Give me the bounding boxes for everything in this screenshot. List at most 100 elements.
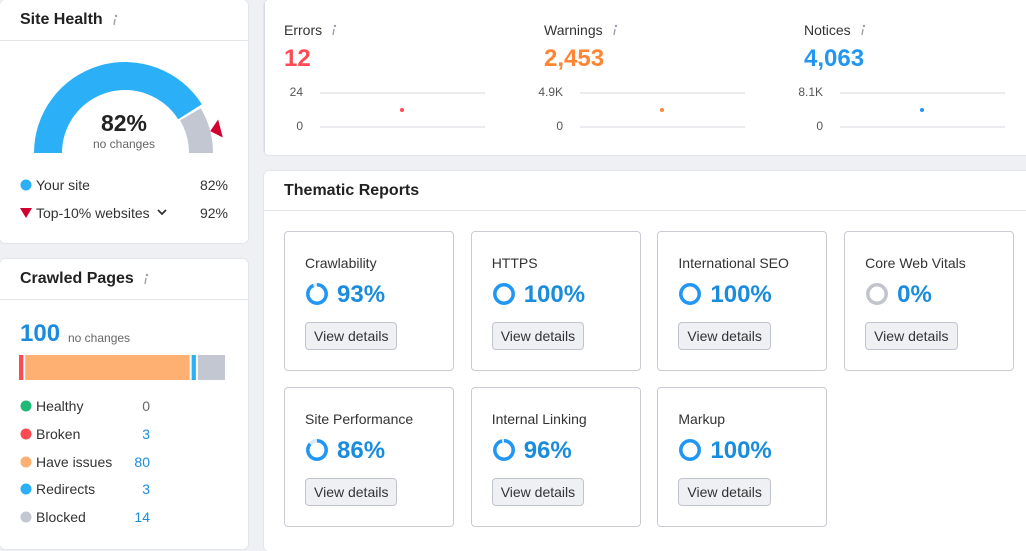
icon-stem bbox=[332, 28, 335, 36]
view-details-button[interactable]: View details bbox=[865, 322, 958, 350]
row-label: Redirects bbox=[36, 481, 96, 498]
legend-value: 92% bbox=[199, 205, 228, 221]
legend-text: Top-10% websites bbox=[36, 205, 150, 221]
y-tick-label: 8.1K bbox=[798, 85, 823, 99]
row-value: 0 bbox=[142, 398, 150, 414]
ring-track bbox=[866, 283, 889, 305]
view-details-button[interactable]: View details bbox=[678, 322, 771, 350]
bar-segment bbox=[197, 355, 225, 380]
pages-bar bbox=[19, 355, 225, 380]
mini-chart: 0 4.9K bbox=[538, 85, 745, 133]
progress-ring bbox=[492, 439, 515, 461]
report-value: 100% bbox=[710, 281, 772, 308]
row-dot bbox=[20, 428, 32, 440]
row-value[interactable]: 3 bbox=[142, 425, 150, 442]
gauge bbox=[34, 61, 223, 154]
title: Site Health bbox=[20, 11, 103, 28]
report-value: 96% bbox=[523, 437, 572, 464]
report-card: Markup 100% View details bbox=[657, 387, 828, 527]
report-name: HTTPS bbox=[491, 255, 538, 271]
separator bbox=[264, 0, 265, 114]
separator bbox=[264, 114, 265, 155]
site-health-card: Site Health 82% no changes Your site 82% Top… bbox=[0, 0, 248, 243]
view-details-button[interactable]: View details bbox=[305, 322, 398, 350]
issues-card: Errors 12 0 24 Warnings 2,453 0 4.9K Notices 4,06… bbox=[264, 0, 1026, 155]
progress-ring bbox=[866, 283, 889, 305]
label-text: Warnings bbox=[544, 22, 603, 38]
row-label: Blocked bbox=[36, 509, 86, 526]
report-card: Internal Linking 96% View details bbox=[470, 387, 641, 527]
score-change: no changes bbox=[92, 137, 156, 151]
row-dot bbox=[20, 483, 32, 495]
title: Crawled Pages bbox=[20, 270, 134, 287]
report-card: Core Web Vitals 0% View details bbox=[844, 231, 1015, 371]
report-name: International SEO bbox=[678, 255, 789, 271]
legend-label[interactable]: Top-10% websites bbox=[36, 205, 167, 221]
row-value[interactable]: 80 bbox=[134, 453, 150, 470]
view-details-button[interactable]: View details bbox=[678, 478, 771, 506]
progress-ring bbox=[306, 283, 328, 305]
legend-text: Your site bbox=[36, 177, 90, 193]
report-name: Markup bbox=[678, 411, 726, 427]
value-dot bbox=[400, 108, 404, 112]
icon-dot bbox=[333, 24, 337, 28]
legend-icon bbox=[20, 179, 32, 191]
report-name: Crawlability bbox=[305, 255, 377, 271]
row-label: Broken bbox=[36, 425, 81, 442]
report-card: Crawlability 93% View details bbox=[284, 231, 454, 371]
view-details-button[interactable]: View details bbox=[305, 478, 398, 506]
mini-chart: 0 8.1K bbox=[798, 85, 1005, 133]
y-tick-label: 0 bbox=[816, 119, 823, 133]
issue-value: 12 bbox=[284, 45, 311, 72]
info-icon bbox=[112, 14, 117, 26]
issue-value: 4,063 bbox=[804, 45, 865, 72]
ring-value bbox=[306, 439, 328, 461]
total-change: no changes bbox=[68, 331, 131, 345]
mini-chart: 0 24 bbox=[290, 85, 485, 133]
row-value[interactable]: 3 bbox=[142, 481, 150, 498]
legend-triangle bbox=[20, 208, 32, 218]
label-text: Notices bbox=[804, 22, 851, 38]
divider bbox=[264, 210, 1026, 211]
icon-stem bbox=[612, 28, 616, 36]
icon-dot bbox=[862, 24, 865, 28]
row-value[interactable]: 14 bbox=[134, 509, 150, 526]
total: 100 bbox=[20, 320, 61, 347]
divider bbox=[0, 299, 248, 300]
thematic-reports-card: Thematic Reports Crawlability 93% View det… bbox=[264, 171, 1026, 551]
info-icon bbox=[332, 24, 337, 36]
gauge-score bbox=[34, 61, 202, 154]
value-dot bbox=[660, 107, 664, 112]
header: Thematic Reports bbox=[284, 182, 419, 200]
dot bbox=[20, 456, 32, 468]
progress-ring bbox=[306, 439, 328, 461]
header: Crawled Pages bbox=[20, 270, 149, 288]
y-tick-label: 4.9K bbox=[538, 85, 563, 99]
progress-ring bbox=[679, 283, 702, 305]
value-dot bbox=[920, 107, 924, 112]
row-dot bbox=[20, 400, 32, 412]
report-value: 100% bbox=[710, 437, 772, 464]
ring-value bbox=[679, 283, 702, 305]
dot bbox=[20, 511, 32, 523]
row-dot bbox=[20, 456, 32, 468]
view-details-button[interactable]: View details bbox=[491, 478, 585, 506]
y-tick-label: 0 bbox=[296, 119, 303, 133]
report-card: Site Performance 86% View details bbox=[284, 387, 454, 527]
view-details-button[interactable]: View details bbox=[491, 322, 585, 350]
icon-dot bbox=[614, 24, 617, 28]
report-name: Internal Linking bbox=[491, 411, 587, 427]
bar-segment bbox=[19, 355, 24, 380]
chevron bbox=[156, 209, 167, 216]
crawled-pages-card: Crawled Pages 100 no changes Healthy 0 Broke… bbox=[0, 259, 248, 549]
report-card: HTTPS 100% View details bbox=[470, 231, 641, 371]
legend-label: Your site bbox=[36, 177, 90, 193]
label-text: Errors bbox=[284, 22, 323, 38]
row-dot bbox=[20, 511, 32, 523]
info-icon bbox=[860, 24, 865, 36]
dot bbox=[20, 428, 32, 440]
gauge-rest bbox=[180, 108, 213, 153]
row-label: Healthy bbox=[36, 398, 84, 414]
score: 82% bbox=[100, 110, 148, 136]
dot bbox=[20, 400, 32, 412]
